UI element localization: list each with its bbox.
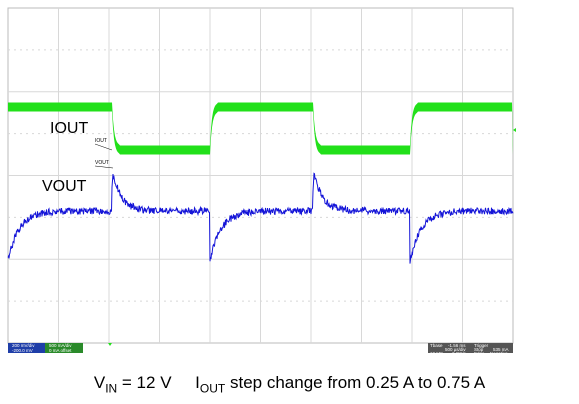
scope: IOUT VOUT IOUT VOUT 200 mV/div -200.0 mV… [0,0,579,370]
caption-text: step change from 0.25 A to 0.75 A [225,373,485,392]
page: IOUT VOUT IOUT VOUT 200 mV/div -200.0 mV… [0,0,579,404]
status-text: 2 GS/s [452,351,467,356]
caption: VIN = 12 V IOUT step change from 0.25 A … [0,373,579,395]
caption-text: V [94,373,105,392]
status-text: 10 MS [430,351,443,356]
status-text: 0 mA offset [49,348,72,353]
caption-sub: OUT [200,381,225,395]
trace-label: IOUT [50,120,88,137]
status-text: Edge [474,351,485,356]
trace-label: VOUT [42,178,87,195]
marker-label: VOUT [95,160,109,166]
caption-sub: IN [105,381,117,395]
marker-label: IOUT [95,138,107,144]
time-marker [108,343,112,346]
caption-text: = 12 V [117,373,171,392]
status-text: -200.0 mV [12,348,33,353]
status-text: Negative [490,351,508,356]
status-text: Tbase [430,343,443,348]
